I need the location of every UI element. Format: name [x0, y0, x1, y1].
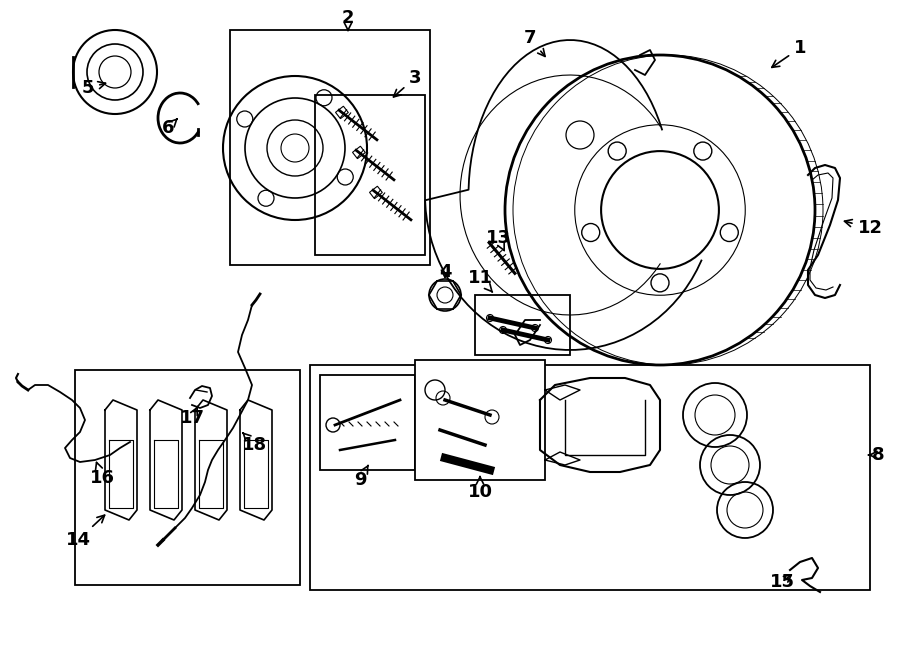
Text: 14: 14 [66, 515, 104, 549]
Bar [320, 375, 415, 470]
Bar [310, 365, 870, 590]
Text: 3: 3 [393, 69, 421, 97]
Text: 1: 1 [772, 39, 806, 68]
Bar [353, 146, 365, 159]
Text: 17: 17 [179, 406, 204, 427]
Bar [230, 30, 430, 265]
Text: 5: 5 [82, 79, 105, 97]
Text: 9: 9 [354, 465, 368, 489]
Bar [475, 295, 570, 355]
Text: 11: 11 [467, 269, 492, 292]
Bar [370, 186, 382, 199]
Text: 2: 2 [342, 9, 355, 30]
Text: 13: 13 [485, 229, 510, 250]
Text: 15: 15 [770, 573, 795, 591]
Text: 18: 18 [242, 433, 267, 454]
Bar [315, 95, 425, 255]
Text: 6: 6 [162, 118, 177, 137]
Bar [75, 370, 300, 585]
Text: 7: 7 [524, 29, 545, 56]
Text: 12: 12 [844, 219, 883, 237]
Bar [415, 360, 545, 480]
Text: 16: 16 [89, 462, 114, 487]
Bar [336, 106, 348, 118]
Text: 8: 8 [868, 446, 885, 464]
Text: 4: 4 [439, 263, 451, 281]
Text: 10: 10 [467, 477, 492, 501]
